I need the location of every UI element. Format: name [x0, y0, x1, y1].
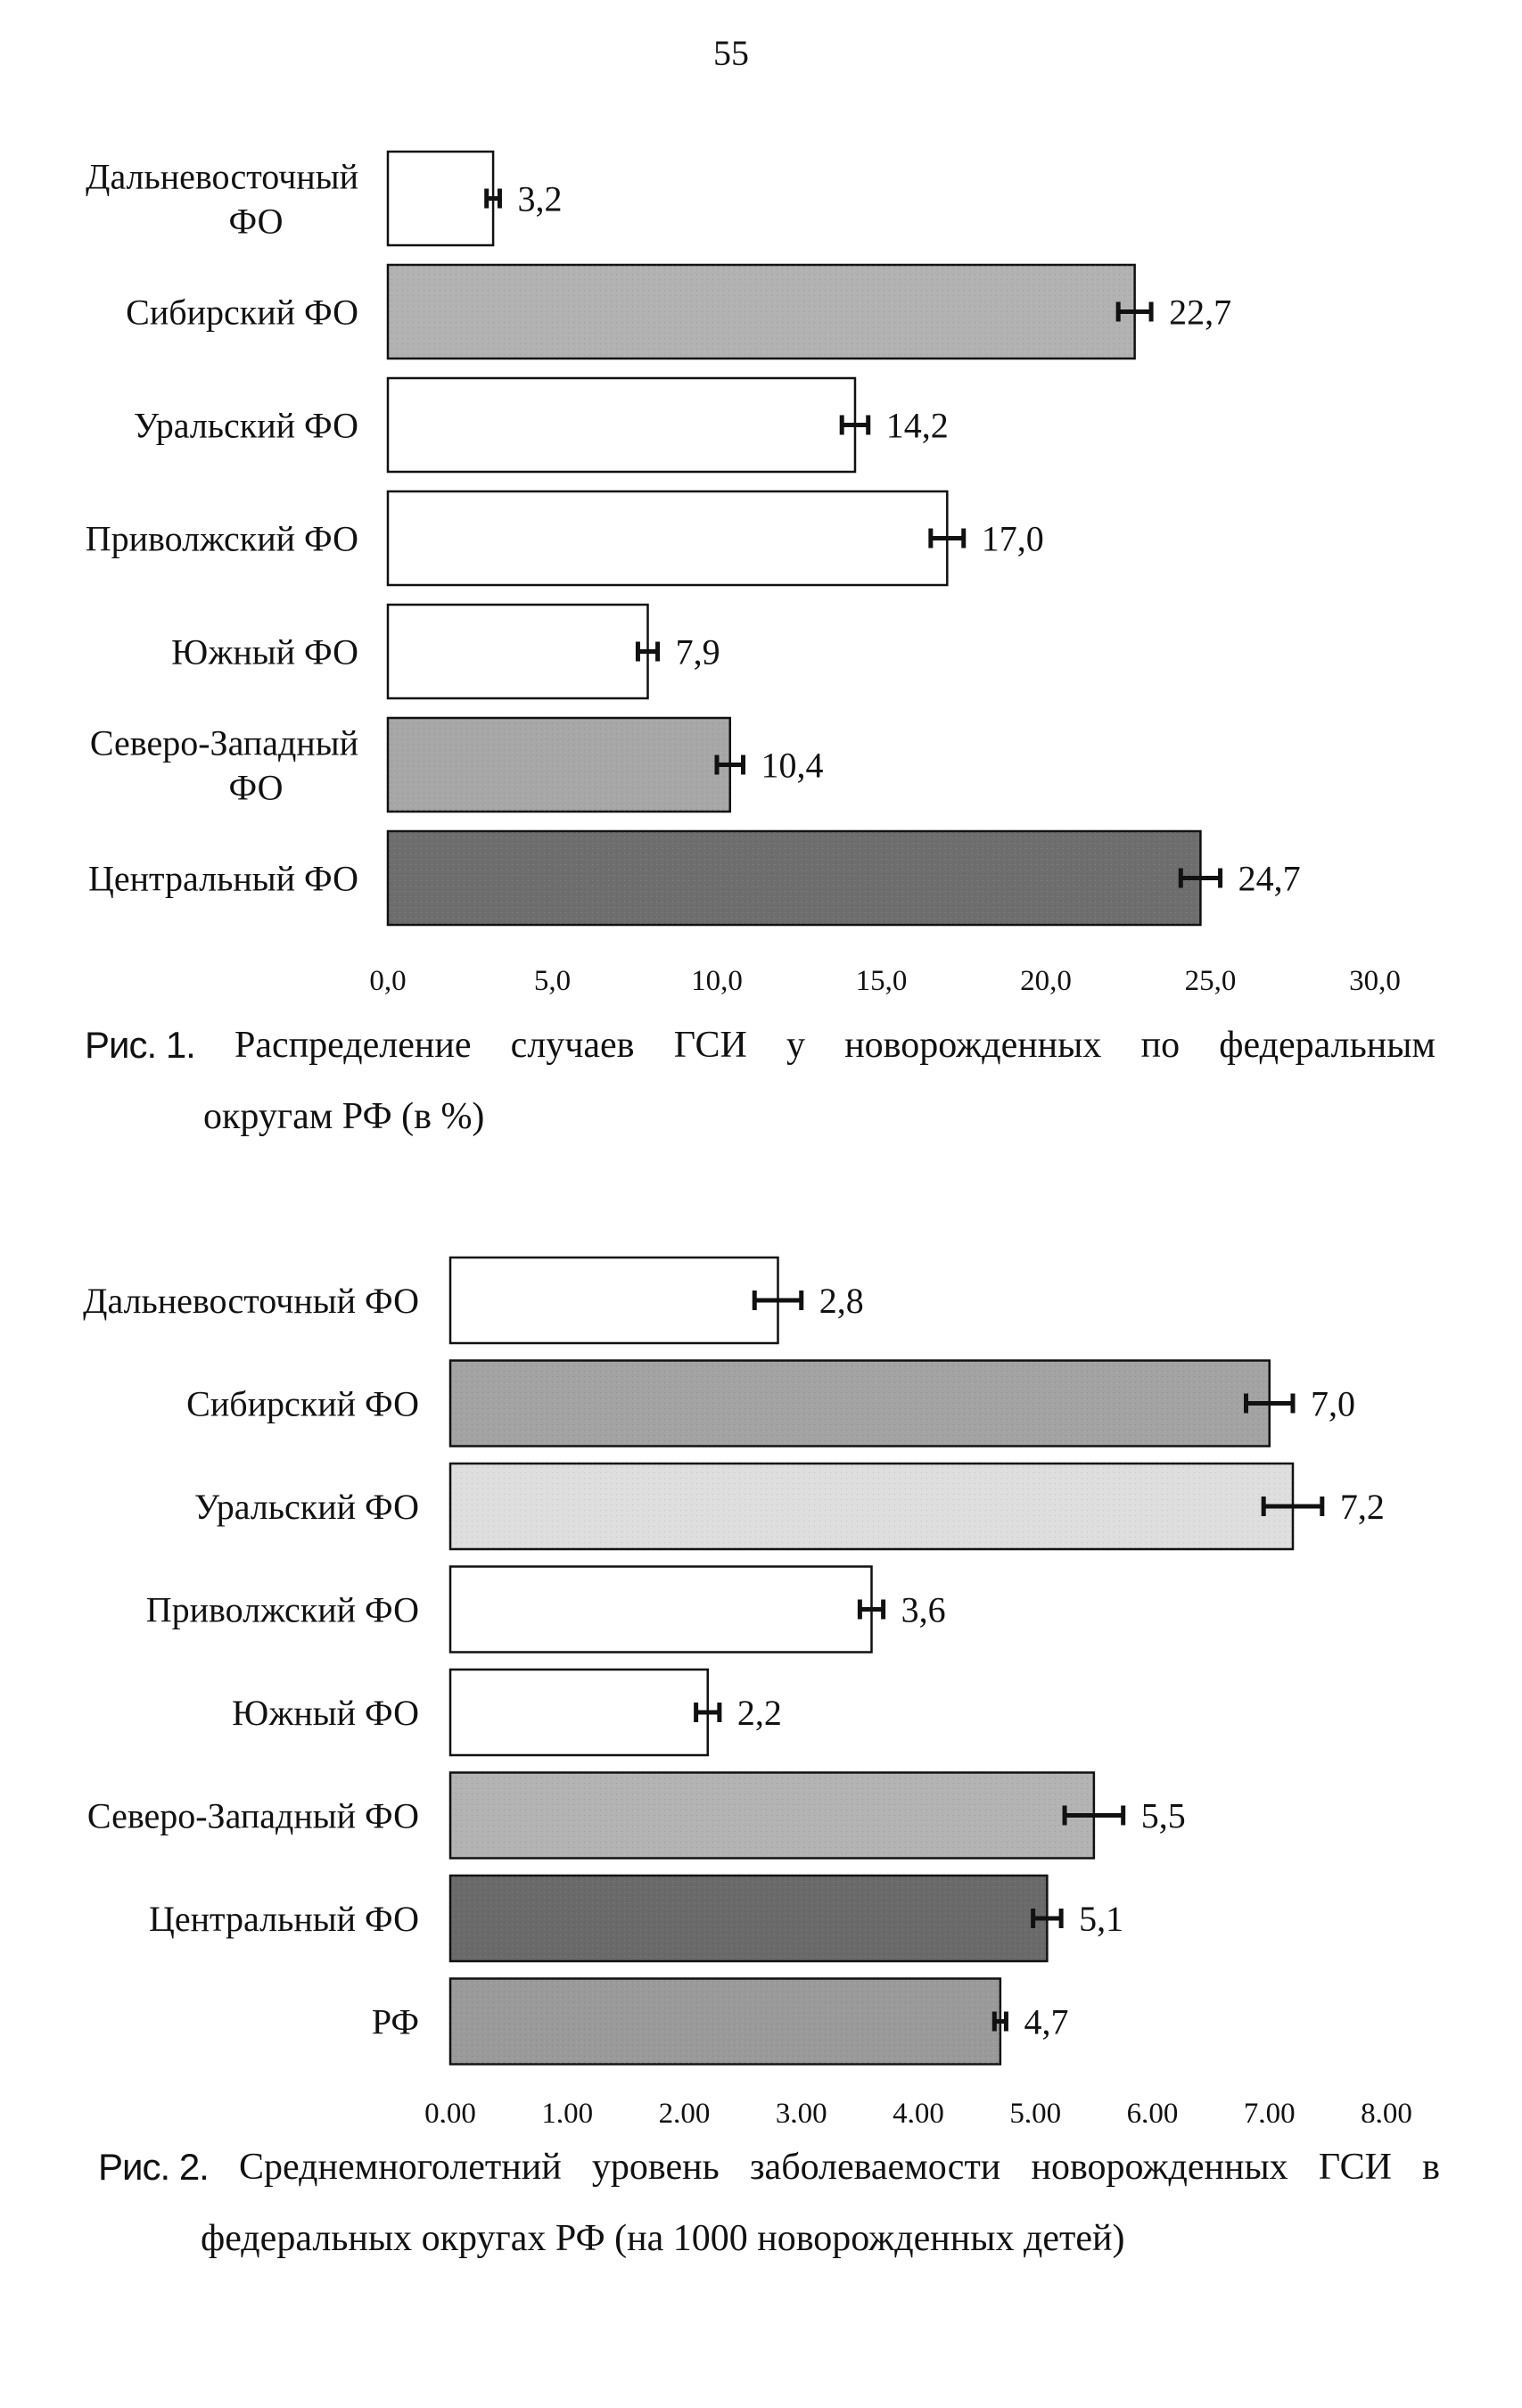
caption-word: ГСИ: [673, 1025, 747, 1066]
category-label: ФО: [229, 202, 284, 242]
caption-word: по: [1140, 1025, 1181, 1066]
x-tick-label: 30,0: [1349, 965, 1401, 997]
category-label: Центральный ФО: [88, 859, 358, 899]
bar: [386, 490, 949, 587]
category-label: ФО: [229, 768, 284, 808]
caption-word: ГСИ: [1318, 2147, 1392, 2188]
figure-1-caption-line-2: округам РФ (в %): [203, 1096, 485, 1137]
category-label: Приволжский ФО: [146, 1590, 419, 1630]
x-tick-label: 2,00: [659, 2098, 711, 2123]
data-label: 4,7: [1024, 2002, 1068, 2042]
category-label: РФ: [372, 2002, 419, 2042]
data-label: 10,4: [761, 746, 824, 786]
bar-texture: [450, 1876, 1048, 1961]
data-label: 2,2: [737, 1693, 782, 1733]
x-tick-label: 6,00: [1127, 2098, 1179, 2123]
x-tick-label: 7,00: [1244, 2098, 1296, 2123]
category-label: Южный ФО: [232, 1693, 419, 1733]
category-label: Северо-Западный: [90, 723, 358, 763]
x-tick-label: 5,0: [534, 965, 571, 997]
x-tick-label: 20,0: [1020, 965, 1072, 997]
figure-label: Рис. 2.: [98, 2146, 210, 2188]
data-label: 3,2: [517, 179, 562, 219]
x-tick-label: 8,00: [1361, 2098, 1412, 2123]
caption-word: у: [786, 1025, 805, 1066]
figure-2-caption-line-2: федеральных округах РФ (на 1000 новорожд…: [201, 2218, 1125, 2259]
category-label: Сибирский ФО: [186, 1384, 419, 1424]
bar-texture: [388, 831, 1201, 925]
category-label: Уральский ФО: [134, 406, 358, 446]
data-label: 7,2: [1340, 1487, 1385, 1527]
bar-texture: [450, 1464, 1293, 1549]
figure-2-caption-line-1: Рис. 2. Среднемноголетний уровень заболевае…: [98, 2132, 1440, 2203]
x-tick-label: 1,00: [541, 2098, 593, 2123]
bar: [448, 1668, 709, 1757]
x-tick-label: 0,0: [369, 965, 406, 997]
caption-word: уровень: [591, 2147, 720, 2188]
data-label: 2,8: [819, 1281, 864, 1321]
category-label: Сибирский ФО: [126, 293, 358, 333]
bar-texture: [450, 1978, 1000, 2065]
data-label: 14,2: [886, 406, 949, 446]
bar-texture: [388, 265, 1135, 359]
data-label: 24,7: [1238, 859, 1301, 899]
figure-1-caption-line-1: Рис. 1. Распределение случаев ГСИ у новорожде…: [85, 1010, 1436, 1081]
bar: [386, 376, 857, 474]
bar: [448, 1256, 779, 1345]
data-label: 5,1: [1079, 1899, 1123, 1939]
category-label: Южный ФО: [171, 632, 358, 672]
data-label: 3,6: [901, 1590, 946, 1630]
data-label: 5,5: [1141, 1796, 1186, 1836]
caption-word: Среднемноголетний: [239, 2147, 562, 2188]
category-label: Дальневосточный ФО: [83, 1281, 419, 1321]
figure-1-caption: Рис. 1. Распределение случаев ГСИ у новорожде…: [85, 1010, 1436, 1152]
chart-1: 3,2 Дальневосточный ФО 22,7 Сибирский ФО 14,2…: [86, 150, 1401, 997]
data-label: 7,9: [676, 632, 720, 672]
caption-word: случаев: [510, 1025, 635, 1066]
data-label: 7,0: [1311, 1384, 1355, 1424]
category-label: Приволжский ФО: [86, 519, 358, 559]
data-label: 22,7: [1169, 293, 1231, 333]
bar-texture: [450, 1360, 1270, 1447]
bar: [386, 603, 649, 700]
category-label: Дальневосточный: [86, 157, 358, 197]
caption-word: Распределение: [234, 1025, 472, 1066]
category-label: Центральный ФО: [149, 1899, 419, 1939]
x-tick-label: 5,00: [1009, 2098, 1061, 2123]
figure-2-caption: Рис. 2. Среднемноголетний уровень заболевае…: [98, 2132, 1440, 2274]
page-number: 55: [713, 33, 749, 73]
category-label: Уральский ФО: [194, 1487, 419, 1527]
caption-word: федеральным: [1219, 1025, 1436, 1066]
bar-texture: [450, 1772, 1094, 1859]
figure-label: Рис. 1.: [85, 1024, 196, 1066]
category-label: Северо-Западный ФО: [87, 1796, 419, 1836]
bar-texture: [388, 718, 730, 812]
caption-word: в: [1422, 2147, 1440, 2188]
x-tick-label: 10,0: [691, 965, 743, 997]
caption-word: новорожденных: [1031, 2147, 1288, 2188]
x-tick-label: 25,0: [1185, 965, 1237, 997]
chart-2: 2,8 Дальневосточный ФО 7,0 Сибирский ФО 7,2 У…: [83, 1256, 1412, 2123]
x-tick-label: 0,00: [424, 2098, 476, 2123]
x-tick-label: 3,00: [776, 2098, 827, 2123]
bar: [386, 150, 495, 247]
x-tick-label: 15,0: [856, 965, 908, 997]
caption-word: новорожденных: [844, 1025, 1102, 1066]
caption-word: заболеваемости: [749, 2147, 1001, 2188]
data-label: 17,0: [982, 519, 1044, 559]
x-tick-label: 4,00: [893, 2098, 944, 2123]
bar: [448, 1565, 873, 1653]
